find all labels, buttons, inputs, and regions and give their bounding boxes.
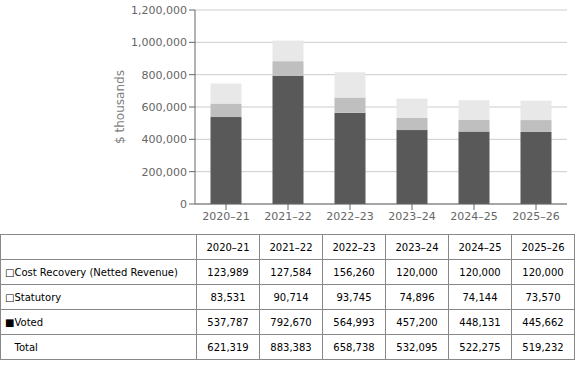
svg-text:200,000: 200,000 [142,166,188,179]
svg-text:2024–25: 2024–25 [450,210,498,223]
svg-text:400,000: 400,000 [142,133,188,146]
html-text:522,275: 522,275 [459,341,501,353]
html-text:2022–23: 2022–23 [332,241,376,253]
html-text:537,787: 537,787 [207,316,249,328]
svg-text:$ thousands: $ thousands [113,70,127,144]
html-text:Total: Total [5,341,38,353]
html-text:93,745: 93,745 [336,291,372,303]
html-text:□Cost Recovery (Netted Revenue: □Cost Recovery (Netted Revenue) [5,266,178,278]
svg-text:1,200,000: 1,200,000 [131,4,187,17]
svg-text:0: 0 [180,198,187,211]
html-text:658,738: 658,738 [333,341,375,353]
html-text:448,131: 448,131 [459,316,501,328]
svg-text:2025–26: 2025–26 [512,210,560,223]
html-text:120,000: 120,000 [459,266,501,278]
html-text:74,144: 74,144 [462,291,498,303]
html-text:■Voted: ■Voted [5,316,44,328]
html-text:83,531: 83,531 [210,291,246,303]
html-text:2021–22: 2021–22 [269,241,313,253]
html-text:564,993: 564,993 [333,316,375,328]
svg-text:2020–21: 2020–21 [202,210,250,223]
html-text:519,232: 519,232 [522,341,564,353]
svg-text:600,000: 600,000 [142,101,188,114]
html-text:532,095: 532,095 [396,341,438,353]
html-text:2023–24: 2023–24 [395,241,439,253]
svg-text:2022–23: 2022–23 [326,210,374,223]
html-text:74,896: 74,896 [399,291,435,303]
html-text:621,319: 621,319 [207,341,249,353]
html-text:792,670: 792,670 [270,316,312,328]
html-text:2020–21: 2020–21 [206,241,250,253]
html-text:2025–26: 2025–26 [521,241,565,253]
svg-text:800,000: 800,000 [142,69,188,82]
html-text:□Statutory: □Statutory [5,291,62,303]
svg-text:2023–24: 2023–24 [388,210,436,223]
html-text:120,000: 120,000 [396,266,438,278]
html-text:883,383: 883,383 [270,341,312,353]
html-text:123,989: 123,989 [207,266,249,278]
html-text:120,000: 120,000 [522,266,564,278]
html-text:2024–25: 2024–25 [458,241,502,253]
html-text:127,584: 127,584 [270,266,312,278]
html-text:156,260: 156,260 [333,266,375,278]
html-text:90,714: 90,714 [273,291,309,303]
svg-text:2021–22: 2021–22 [264,210,312,223]
html-text:457,200: 457,200 [396,316,438,328]
html-text:445,662: 445,662 [522,316,564,328]
svg-text:1,000,000: 1,000,000 [131,36,187,49]
html-text:73,570: 73,570 [525,291,561,303]
